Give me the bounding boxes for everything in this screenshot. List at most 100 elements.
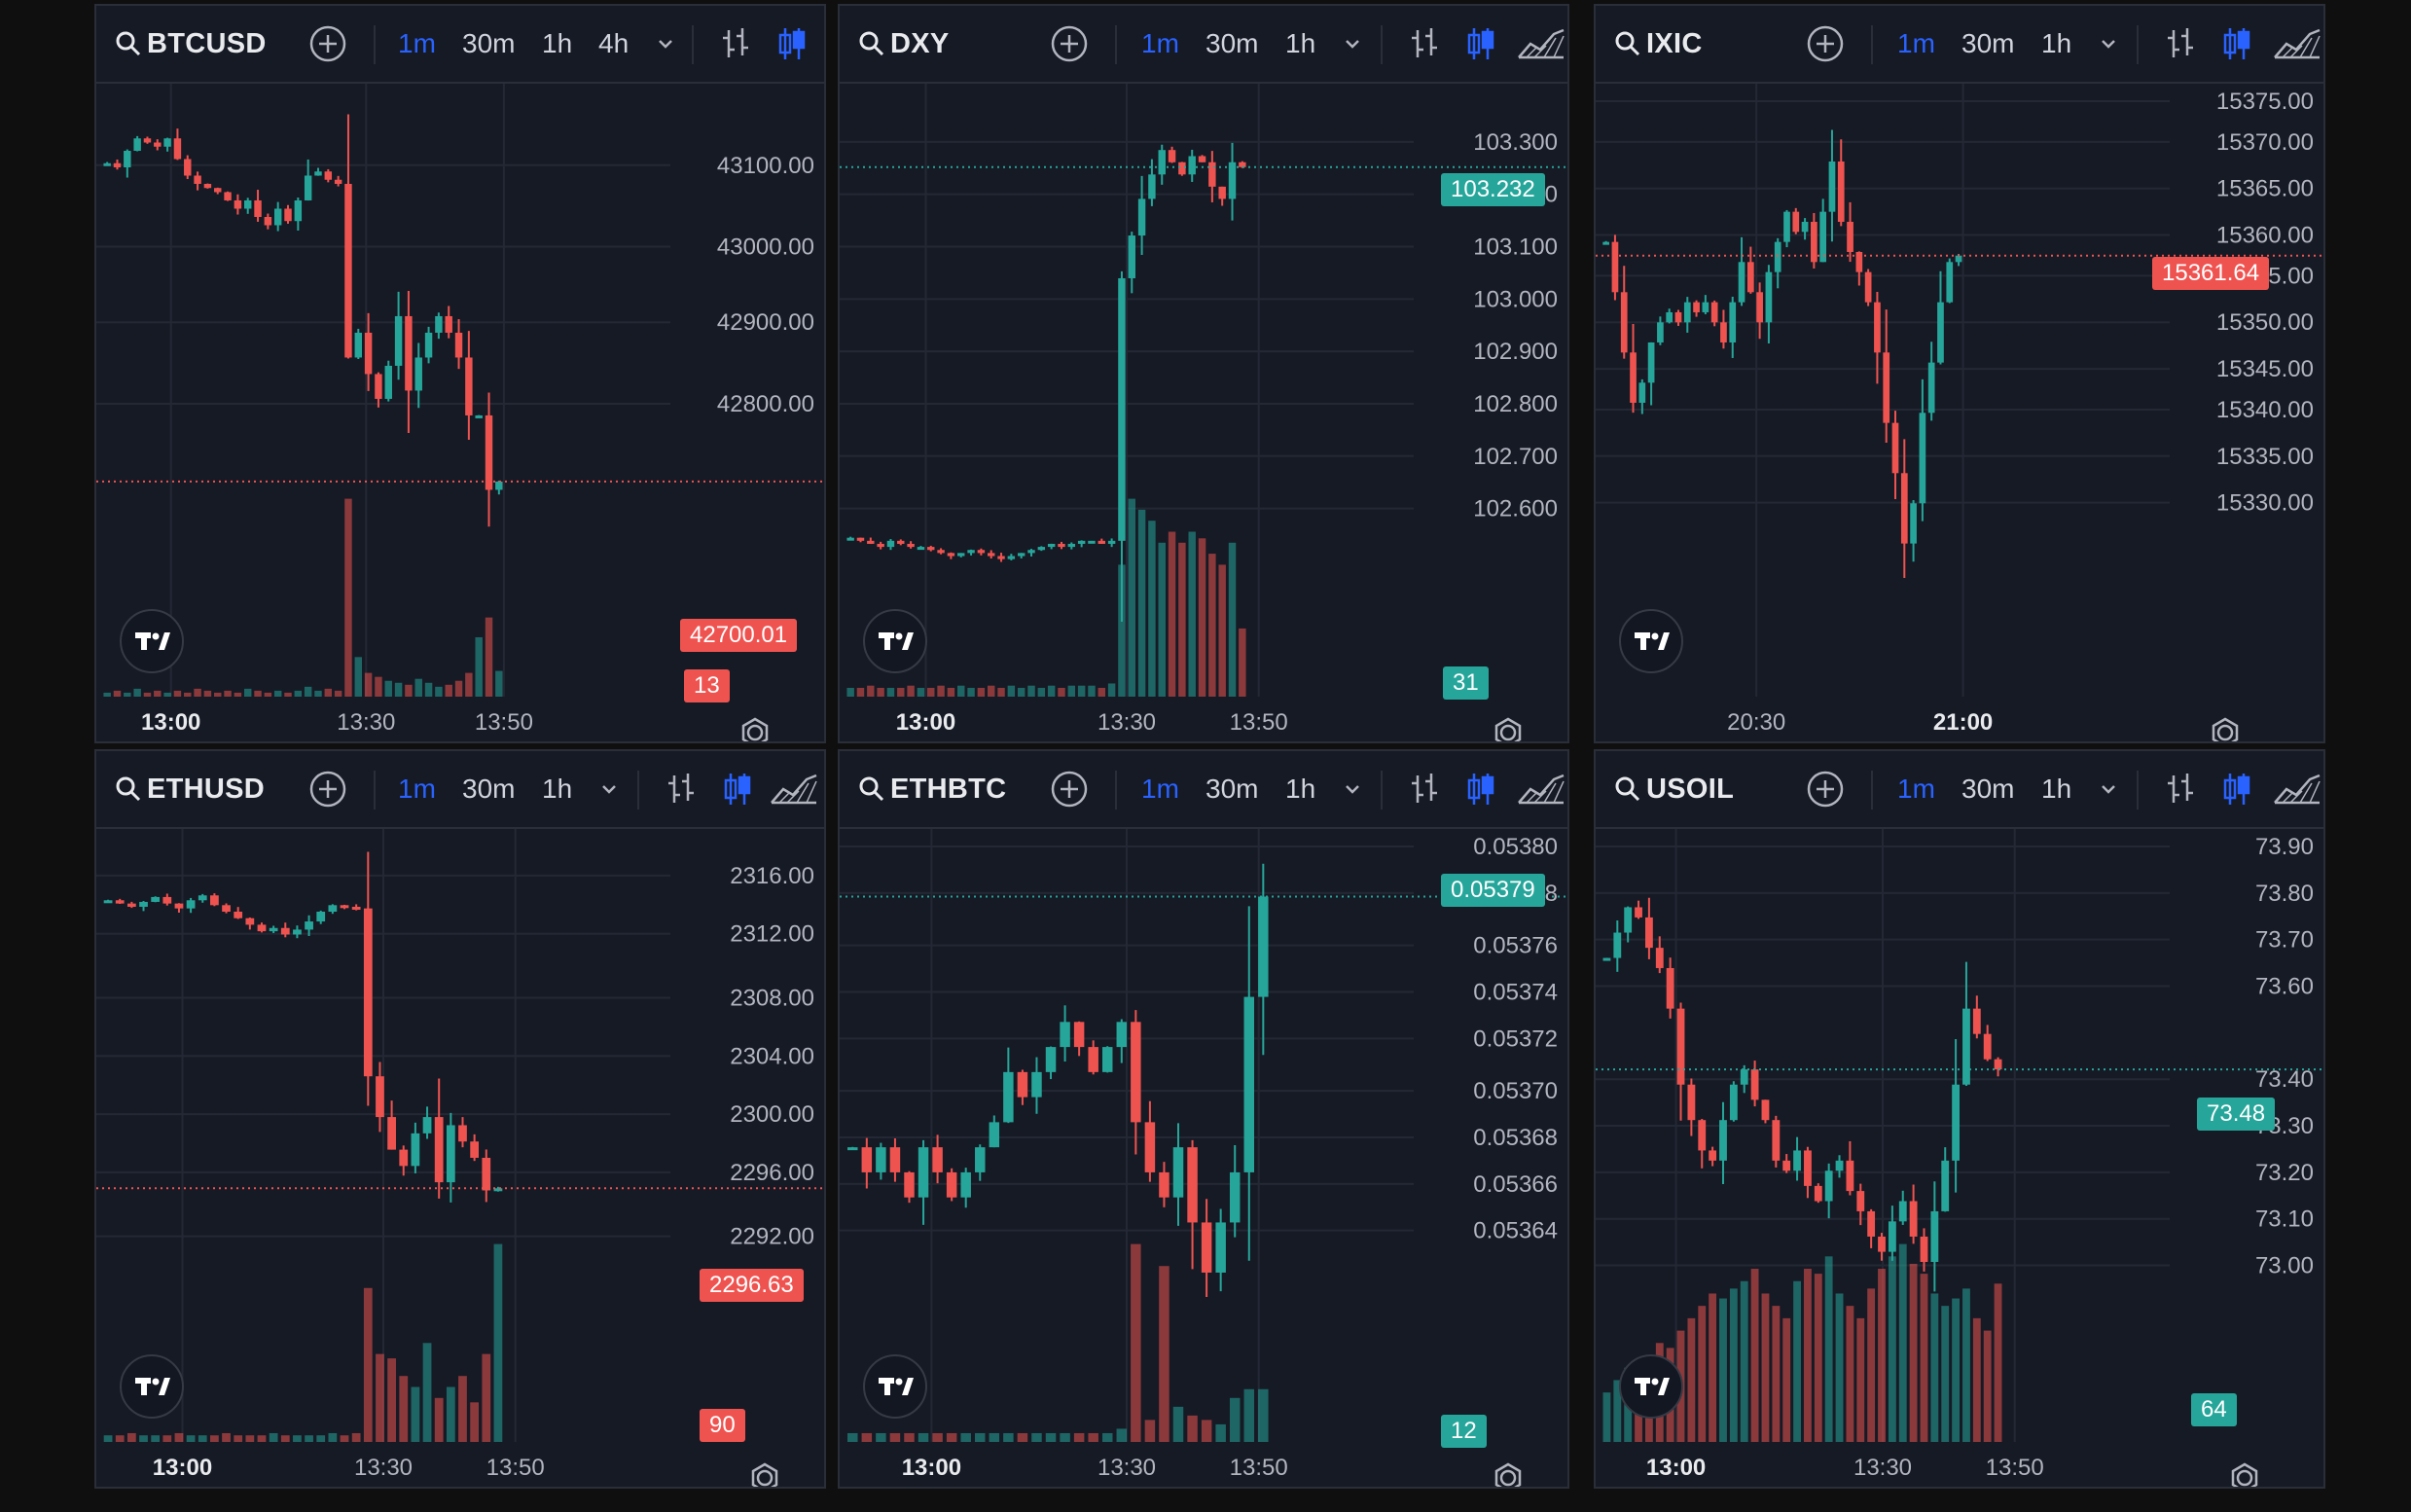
time-axis-label: 20:30 <box>1727 709 1785 736</box>
symbol-search[interactable]: DXY <box>857 6 950 82</box>
tradingview-logo[interactable] <box>863 1354 927 1419</box>
volume-bar <box>434 1397 444 1442</box>
symbol-name[interactable]: IXIC <box>1646 27 1703 59</box>
timeframe-1m[interactable]: 1m <box>1897 28 1935 58</box>
timeframe-30m[interactable]: 30m <box>462 28 516 58</box>
symbol-search[interactable]: IXIC <box>1613 6 1703 82</box>
volume-bar <box>454 680 463 697</box>
symbol-name[interactable]: ETHUSD <box>147 773 266 805</box>
candle-chart-type-button[interactable] <box>775 6 809 82</box>
area-chart-type-button[interactable] <box>2273 6 2321 82</box>
area-chart-type-button[interactable] <box>1517 751 1565 827</box>
candle-body <box>1088 540 1096 544</box>
timeframe-1h[interactable]: 1h <box>542 774 573 804</box>
volume-bar <box>889 1432 901 1442</box>
candle-body <box>1201 1222 1212 1273</box>
add-symbol-button[interactable] <box>1806 751 1845 827</box>
timeframe-1m[interactable]: 1m <box>1141 28 1179 58</box>
volume-bar <box>1088 1432 1098 1442</box>
timeframe-1h[interactable]: 1h <box>2041 774 2072 804</box>
timeframe-dropdown[interactable] <box>1342 751 1363 827</box>
price-axis-label: 2312.00 <box>730 921 814 948</box>
bar-chart-type-button[interactable] <box>2164 6 2197 82</box>
candle-body <box>284 208 292 222</box>
candle-body <box>1855 251 1863 272</box>
volume-bar <box>1116 1428 1128 1442</box>
timeframe-1h[interactable]: 1h <box>2041 28 2072 58</box>
chart-canvas[interactable]: 73.9073.8073.7073.6073.4073.3073.2073.10… <box>1596 829 2323 1489</box>
time-axis-label: 13:50 <box>486 1455 545 1481</box>
symbol-name[interactable]: BTCUSD <box>147 27 267 59</box>
area-chart-type-button[interactable] <box>1517 6 1565 82</box>
symbol-name[interactable]: ETHBTC <box>890 773 1007 805</box>
add-symbol-button[interactable] <box>1806 6 1845 82</box>
add-symbol-button[interactable] <box>1050 6 1089 82</box>
chart-canvas[interactable]: 15375.0015370.0015365.0015360.0015355.00… <box>1596 84 2323 743</box>
timeframe-1m[interactable]: 1m <box>398 774 436 804</box>
bar-chart-type-button[interactable] <box>1408 751 1441 827</box>
tradingview-logo[interactable] <box>120 1354 184 1419</box>
chart-settings-icon[interactable] <box>1492 716 1525 743</box>
timeframe-dropdown[interactable] <box>655 6 676 82</box>
volume-bar <box>375 676 382 697</box>
candle-body <box>1168 150 1176 162</box>
volume-bar <box>264 692 272 697</box>
timeframe-1h[interactable]: 1h <box>1285 28 1316 58</box>
chart-settings-icon[interactable] <box>748 1461 781 1489</box>
tradingview-logo[interactable] <box>120 609 184 673</box>
price-axis-label: 0.05366 <box>1473 1171 1558 1198</box>
chart-canvas[interactable]: 2316.00 2312.00 2308.00 2304.00 2300.00 2296.… <box>96 829 824 1489</box>
timeframe-1h[interactable]: 1h <box>1285 774 1316 804</box>
add-symbol-button[interactable] <box>308 6 347 82</box>
candle-body <box>1655 948 1664 968</box>
timeframe-30m[interactable]: 30m <box>1961 28 2015 58</box>
timeframe-1m[interactable]: 1m <box>1897 774 1935 804</box>
timeframe-30m[interactable]: 30m <box>462 774 516 804</box>
area-chart-type-button[interactable] <box>2273 751 2321 827</box>
symbol-search[interactable]: ETHBTC <box>857 751 1006 827</box>
candle-body <box>405 315 413 391</box>
timeframe-30m[interactable]: 30m <box>1961 774 2015 804</box>
candle-chart-type-button[interactable] <box>1464 6 1497 82</box>
timeframe-dropdown[interactable] <box>598 751 620 827</box>
symbol-name[interactable]: USOIL <box>1646 773 1735 805</box>
candle-chart-type-button[interactable] <box>1464 751 1497 827</box>
timeframe-1m[interactable]: 1m <box>1141 774 1179 804</box>
timeframe-dropdown[interactable] <box>1342 6 1363 82</box>
timeframe-dropdown[interactable] <box>2098 751 2119 827</box>
timeframe-dropdown[interactable] <box>2098 6 2119 82</box>
area-chart-type-button[interactable] <box>770 751 818 827</box>
chevron-down-icon <box>602 785 616 794</box>
time-axis-label: 13:50 <box>1230 1455 1288 1481</box>
bar-chart-type-button[interactable] <box>719 6 752 82</box>
bar-chart-type-button[interactable] <box>2164 751 2197 827</box>
chart-settings-icon[interactable] <box>738 716 772 743</box>
chart-settings-icon[interactable] <box>2228 1461 2261 1489</box>
candle-chart-type-button[interactable] <box>2220 751 2253 827</box>
bar-chart-type-button[interactable] <box>665 751 698 827</box>
symbol-search[interactable]: USOIL <box>1613 751 1734 827</box>
candle-chart-type-button[interactable] <box>2220 6 2253 82</box>
candle-body <box>305 921 313 930</box>
timeframe-4h[interactable]: 4h <box>598 28 630 58</box>
symbol-search[interactable]: ETHUSD <box>114 751 265 827</box>
timeframe-1h[interactable]: 1h <box>542 28 573 58</box>
timeframe-30m[interactable]: 30m <box>1206 774 1259 804</box>
chart-canvas[interactable]: 0.053800.053780.053760.053740.053720.053… <box>840 829 1567 1489</box>
chart-canvas[interactable]: 103.300103.200103.100103.000102.900102.8… <box>840 84 1567 743</box>
tradingview-logo[interactable] <box>863 609 927 673</box>
add-symbol-button[interactable] <box>308 751 347 827</box>
symbol-name[interactable]: DXY <box>890 27 950 59</box>
volume-bar <box>103 692 111 697</box>
chart-settings-icon[interactable] <box>1492 1461 1525 1489</box>
bar-chart-type-button[interactable] <box>1408 6 1441 82</box>
tradingview-logo[interactable] <box>1619 609 1683 673</box>
symbol-search[interactable]: BTCUSD <box>114 6 267 82</box>
timeframe-30m[interactable]: 30m <box>1206 28 1259 58</box>
tradingview-logo[interactable] <box>1619 1354 1683 1419</box>
timeframe-1m[interactable]: 1m <box>398 28 436 58</box>
add-symbol-button[interactable] <box>1050 751 1089 827</box>
chart-canvas[interactable]: 43100.00 43000.00 42900.00 42800.00 13:00 13:… <box>96 84 824 743</box>
chart-settings-icon[interactable] <box>2209 716 2242 743</box>
candle-chart-type-button[interactable] <box>721 751 754 827</box>
